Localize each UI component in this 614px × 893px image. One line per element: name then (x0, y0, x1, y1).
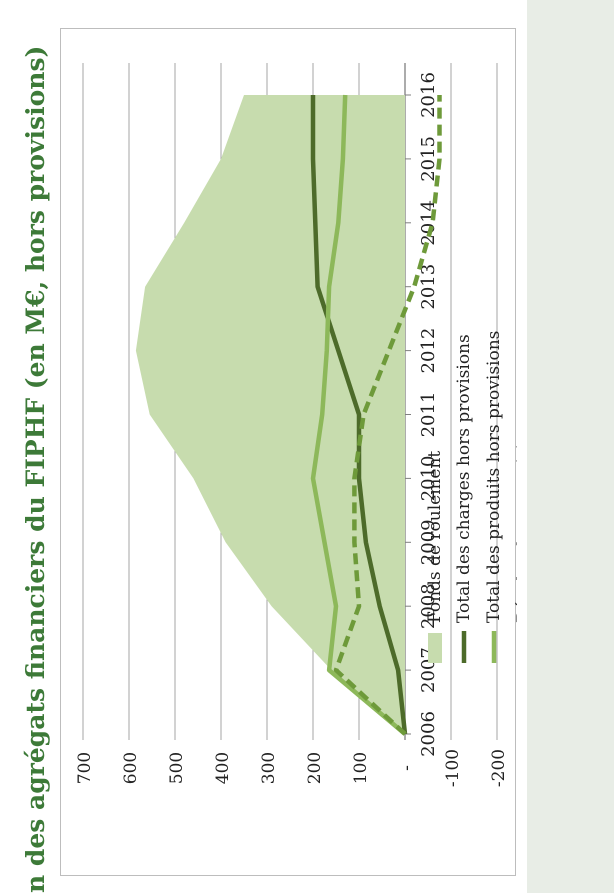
legend-label: Total des produits hors provisions (484, 331, 504, 623)
x-tick-label: 2008 (418, 583, 439, 629)
x-tick-label: 2014 (418, 200, 439, 246)
y-tick-label: 600 (121, 752, 141, 784)
y-tick-label: - (397, 765, 417, 771)
y-tick-label: 200 (305, 752, 325, 784)
legend-label: Fonds de roulement (425, 451, 445, 623)
series-line (310, 95, 408, 735)
x-tick-label: 2015 (418, 136, 439, 182)
y-tick-label: 100 (351, 752, 371, 784)
x-tick-label: 2006 (418, 711, 439, 757)
legend-label: Résultat hors provisions (514, 414, 517, 623)
x-tick-label: 2012 (418, 328, 439, 374)
series-line (310, 94, 407, 736)
chart-title: n des agrégats financiers du FIPHF (en M… (21, 46, 50, 893)
legend-swatch (428, 633, 442, 663)
series-line (333, 95, 442, 736)
x-tick-label: 2016 (418, 72, 439, 118)
y-tick-label: 700 (75, 752, 95, 784)
y-tick-label: -100 (443, 749, 463, 787)
side-panel (527, 0, 614, 893)
x-tick-label: 2010 (418, 455, 439, 501)
x-tick-label: 2009 (418, 519, 439, 565)
area-fonds-de-roulement (135, 95, 405, 734)
y-tick-label: 500 (167, 752, 187, 784)
y-tick-label: 300 (259, 752, 279, 784)
legend-label: Total des charges hors provisions (454, 334, 474, 623)
line-chart: 700 600 500 400 300 200 100- -100 -2002006200720… (75, 63, 534, 787)
y-tick-label: -200 (489, 749, 509, 787)
x-tick-label: 2011 (418, 392, 439, 438)
chart-area: 700 600 500 400 300 200 100- -100 -200 2006 2007 20… (60, 28, 534, 876)
y-tick-label: 400 (213, 752, 233, 784)
chart-title-strip: n des agrégats financiers du FIPHF (en M… (0, 0, 60, 893)
x-tick-label: 2013 (418, 264, 439, 310)
